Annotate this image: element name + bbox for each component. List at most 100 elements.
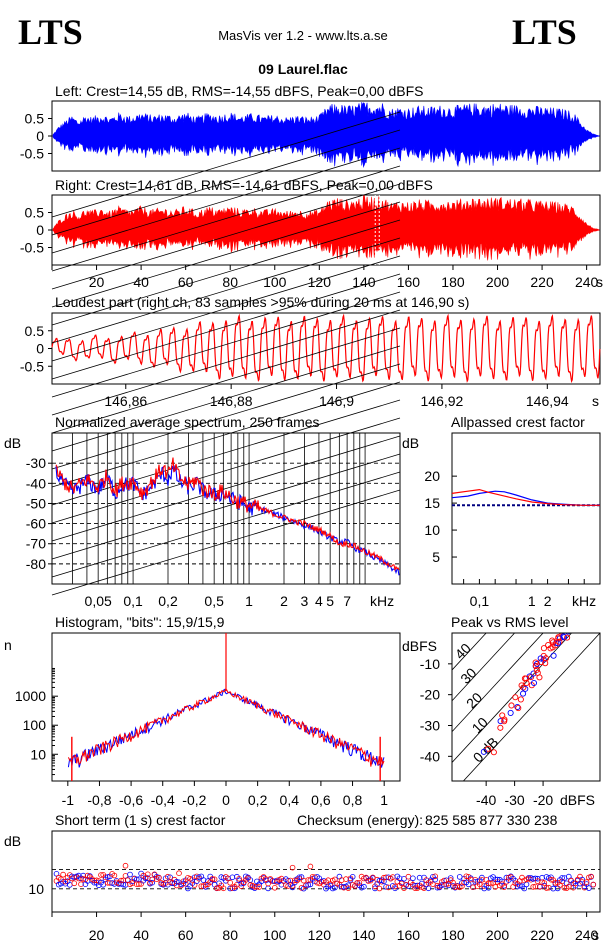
peakrms-point [497, 718, 504, 725]
shortterm-xtick-label: 200 [486, 927, 510, 943]
shortterm-point [586, 885, 592, 891]
crestfactor-ytick-label: 5 [432, 549, 440, 565]
shortterm-point [120, 881, 127, 888]
spectrum-ytick-label: -70 [26, 536, 46, 552]
spectrum-xtick-label: 0,1 [123, 593, 143, 609]
peakrms-frame [451, 632, 601, 782]
shortterm-point [149, 879, 156, 886]
spectrum-slope-line [51, 381, 401, 488]
spectrum-xtick-label: 2 [280, 593, 288, 609]
shortterm-point [227, 879, 234, 886]
spectrum-slope-line [51, 255, 401, 362]
shortterm-y-unit: dB [4, 833, 21, 849]
shortterm-point [209, 876, 216, 882]
spectrum-xtick-label: 3 [301, 593, 309, 609]
left-panel-title: Left: Crest=14,55 dB, RMS=-14,55 dBFS, P… [55, 83, 423, 99]
shortterm-point [559, 875, 565, 881]
shortterm-point [229, 874, 236, 881]
loudest-xtick-label: 146,94 [526, 393, 569, 409]
crestfactor-y-unit: dB [402, 435, 419, 451]
shortterm-point [590, 881, 597, 888]
shortterm-point [236, 875, 242, 882]
file-name: 09 Laurel.flac [258, 61, 348, 77]
crestfactor-frame [451, 432, 601, 585]
right-xtick-label: 40 [133, 274, 149, 290]
spectrum-slope-line [51, 273, 401, 380]
shortterm-point [145, 871, 151, 878]
histogram-xtick-label: -1 [62, 792, 75, 808]
shortterm-point [211, 881, 218, 888]
shortterm-point [256, 884, 263, 890]
shortterm-xtick-label: 80 [222, 927, 238, 943]
crestfactor-xtick-label: 0,1 [470, 593, 490, 609]
shortterm-point [349, 873, 356, 880]
shortterm-point [136, 881, 142, 887]
histogram-xtick-label: -0,4 [151, 792, 175, 808]
peakrms-point [560, 633, 567, 640]
shortterm-point [200, 877, 207, 883]
left-channel-waveform: 0.50 -0.5 [20, 100, 601, 172]
shortterm-point [552, 880, 559, 886]
peakrms-point [507, 709, 514, 716]
shortterm-ytick-label: 10 [28, 881, 44, 897]
shortterm-point [211, 876, 218, 883]
shortterm-point [539, 874, 545, 881]
histogram-xtick-label: 0,4 [280, 792, 300, 808]
shortterm-xtick-label: 40 [133, 927, 149, 943]
histogram-ytick-label: 10 [30, 746, 46, 762]
shortterm-outlier [307, 863, 314, 870]
spectrum-frame [51, 432, 401, 585]
spectrum-xtick-label: 0,5 [204, 593, 224, 609]
right-ytick-label: 0.5 [25, 205, 45, 221]
shortterm-point [510, 884, 516, 890]
checksum-label: Checksum (energy): [297, 812, 423, 828]
spectrum-slope-line [51, 363, 401, 470]
spectrum-slope-line [51, 471, 401, 578]
crestfactor-xtick-label: 2 [544, 593, 552, 609]
shortterm-x-unit: s [592, 927, 599, 943]
shortterm-point [465, 881, 472, 888]
spectrum-xtick-label: 0,05 [85, 593, 112, 609]
spectrum-x-unit: kHz [370, 593, 394, 609]
left-ytick-label: 0.5 [25, 111, 45, 127]
spectrum-slope-line [51, 129, 401, 236]
peakrms-diagonal [462, 633, 600, 781]
spectrum-slope-line [51, 219, 401, 326]
shortterm-point [80, 876, 86, 882]
peakrms-point [564, 634, 571, 641]
peakrms-point [549, 639, 557, 646]
peakrms-point [534, 669, 541, 676]
histogram-series-0 [67, 688, 385, 768]
shortterm-outlier [122, 862, 129, 869]
peakrms-point [550, 652, 557, 659]
shortterm-point [336, 873, 343, 880]
allpassed-crest-factor-plot: 20 15 10 5 0,1 1 2 kHz [424, 432, 601, 609]
peakrms-point [490, 749, 497, 756]
peakrms-panel-title: Peak vs RMS level [451, 614, 568, 630]
spectrum-ytick-label: -40 [26, 475, 46, 491]
right-xtick-label: 200 [486, 274, 510, 290]
average-spectrum-plot: -30 -40 -50 -60 -70 -80 0,05 0,1 0,2 0,5 1 2 3 4 5 7 kHz [26, 111, 401, 609]
spectrum-slope-line [51, 165, 401, 272]
loudest-ytick-label: -0.5 [20, 358, 44, 374]
loudest-ytick-label: 0.5 [25, 323, 45, 339]
shortterm-point [361, 883, 367, 890]
spectrum-series-1 [55, 457, 400, 572]
peakrms-diagonal [452, 633, 516, 702]
shortterm-xtick-label: 60 [178, 927, 194, 943]
shortterm-point [296, 874, 303, 881]
spectrum-slope-line [51, 147, 401, 254]
histogram-xtick-label: 0,6 [311, 792, 331, 808]
histogram-xtick-label: 0 [222, 792, 230, 808]
shortterm-point [432, 876, 439, 883]
shortterm-xtick-label: 180 [441, 927, 465, 943]
spectrum-slope-line [51, 417, 401, 524]
peakrms-point [517, 696, 524, 703]
right-xtick-label: 240 [575, 274, 599, 290]
shortterm-xtick-label: 20 [89, 927, 105, 943]
shortterm-point [405, 873, 412, 880]
shortterm-point [338, 877, 345, 883]
